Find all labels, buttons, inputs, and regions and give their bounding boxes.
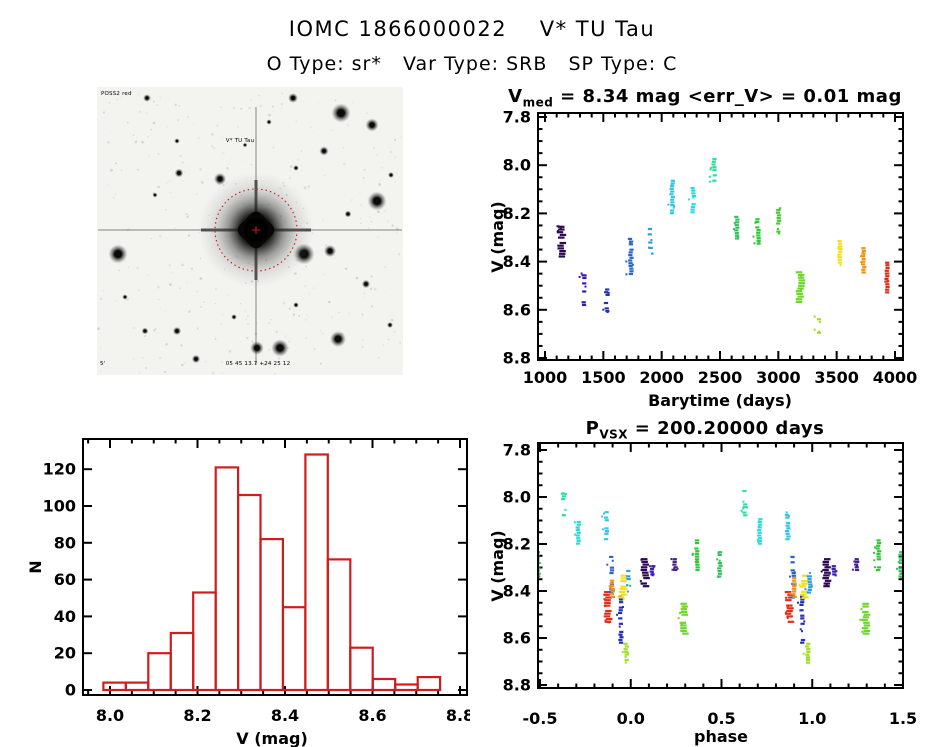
histogram-bar bbox=[394, 683, 419, 692]
histogram-bar bbox=[371, 677, 397, 692]
y-tick-label: 80 bbox=[54, 533, 76, 552]
y-tick-label: 8.8 bbox=[503, 349, 531, 368]
x-axis-label: phase bbox=[694, 727, 748, 746]
y-axis-label: N bbox=[26, 560, 45, 573]
y-tick-label: 8.2 bbox=[503, 204, 531, 223]
x-tick-label: 1500 bbox=[581, 368, 626, 387]
scale-label: 5' bbox=[100, 361, 105, 367]
y-tick-label: 120 bbox=[43, 460, 76, 479]
page-subtitle: O Type: sr* Var Type: SRB SP Type: C bbox=[266, 53, 678, 75]
histogram-bar bbox=[214, 466, 240, 692]
data-points bbox=[556, 158, 890, 334]
x-tick-label: 3000 bbox=[756, 368, 801, 387]
histogram-bar bbox=[147, 652, 172, 692]
title-rest: = 8.34 mag <err_V> = 0.01 mag bbox=[553, 86, 902, 107]
y-tick-label: 0 bbox=[65, 681, 76, 700]
x-tick-label: 8.4 bbox=[271, 706, 299, 725]
x-tick-label: 8.8 bbox=[446, 706, 470, 725]
axis-frame bbox=[537, 112, 904, 361]
title-rest: = 200.20000 days bbox=[628, 418, 825, 439]
title-subscript: med bbox=[522, 95, 554, 110]
x-tick-label: 2000 bbox=[639, 368, 684, 387]
phase-chart-title: PVSX = 200.20000 days bbox=[450, 418, 944, 442]
histogram-bar bbox=[192, 591, 217, 692]
y-tick-label: 8.6 bbox=[503, 629, 531, 648]
y-tick-label: 8.0 bbox=[503, 156, 531, 175]
title-subscript: VSX bbox=[599, 427, 629, 442]
image-credit-label: POSS2 red bbox=[101, 91, 132, 97]
page-title: IOMC 1866000022 V* TU Tau bbox=[288, 17, 656, 41]
x-tick-label: 1.0 bbox=[798, 709, 826, 728]
histogram-bar bbox=[259, 537, 284, 692]
y-tick-label: 8.4 bbox=[503, 252, 531, 271]
y-tick-label: 20 bbox=[54, 644, 76, 663]
y-tick-label: 8.6 bbox=[503, 300, 531, 319]
histogram-bar bbox=[102, 681, 127, 692]
axis-frame bbox=[82, 438, 468, 696]
y-tick-label: 7.8 bbox=[503, 108, 531, 127]
y-axis-label: V (mag) bbox=[488, 530, 507, 602]
x-tick-label: 0.5 bbox=[707, 709, 735, 728]
histogram-bar bbox=[124, 681, 150, 692]
histogram-bar bbox=[416, 675, 442, 692]
x-tick-label: 1.5 bbox=[889, 709, 917, 728]
histogram-bar bbox=[304, 453, 329, 692]
y-tick-label: 8.8 bbox=[503, 676, 531, 695]
x-tick-label: -0.5 bbox=[523, 709, 558, 728]
x-tick-label: 8.6 bbox=[358, 706, 386, 725]
x-tick-label: 4000 bbox=[873, 368, 918, 387]
x-tick-label: 0.0 bbox=[617, 709, 645, 728]
x-tick-label: 3500 bbox=[814, 368, 859, 387]
field-stars bbox=[108, 93, 394, 364]
y-tick-label: 8.0 bbox=[503, 488, 531, 507]
y-axis-label: V (mag) bbox=[488, 201, 507, 273]
axes: 8.0 8.2 8.4 8.6 8.8 0 20 40 60 80 100 120 bbox=[43, 438, 470, 725]
y-tick-label: 40 bbox=[54, 607, 76, 626]
barytime-chart: 1000 1500 2000 2500 3000 3500 4000 7.8 8.0 8.2 8.4… bbox=[488, 108, 918, 411]
target-name-label: V* TU Tau bbox=[226, 138, 255, 144]
coordinates-label: 05 45 13.7 +24 25 12 bbox=[226, 361, 291, 367]
histogram-bar bbox=[326, 558, 352, 692]
barytime-chart-title: Vmed = 8.34 mag <err_V> = 0.01 mag bbox=[450, 86, 944, 110]
x-tick-label: 8.0 bbox=[96, 706, 124, 725]
histogram-bar bbox=[169, 631, 195, 692]
y-tick-label: 7.8 bbox=[503, 441, 531, 460]
axes: -0.5 0.0 0.5 1.0 1.5 7.8 8.0 8.2 8.4 8.6 8.8 bbox=[503, 441, 918, 729]
y-tick-label: 8.2 bbox=[503, 535, 531, 554]
histogram-bar bbox=[349, 646, 374, 692]
phase-chart: -0.5 0.0 0.5 1.0 1.5 7.8 8.0 8.2 8.4 8.6 8.8 phase V… bbox=[488, 441, 918, 747]
histogram-bar bbox=[281, 606, 307, 692]
histogram-bars bbox=[102, 453, 442, 692]
title-base: V bbox=[508, 86, 523, 107]
y-tick-label: 60 bbox=[54, 570, 76, 589]
x-tick-label: 8.2 bbox=[183, 706, 211, 725]
y-tick-label: 100 bbox=[43, 497, 76, 516]
histogram-chart: 8.0 8.2 8.4 8.6 8.8 0 20 40 60 80 100 120 V (mag) N bbox=[26, 438, 470, 747]
y-tick-label: 8.4 bbox=[503, 582, 531, 601]
x-axis-label: Barytime (days) bbox=[648, 391, 792, 410]
title-base: P bbox=[585, 418, 600, 439]
aperture-circle bbox=[214, 188, 298, 272]
data-points bbox=[539, 489, 902, 664]
star-field-image: POSS2 red V* TU Tau 05 45 13.7 +24 25 12 5' bbox=[97, 87, 403, 375]
x-tick-label: 1000 bbox=[523, 368, 568, 387]
x-tick-label: 2500 bbox=[698, 368, 743, 387]
histogram-bar bbox=[237, 493, 262, 692]
axes: 1000 1500 2000 2500 3000 3500 4000 7.8 8.0 8.2 8.4… bbox=[503, 108, 918, 388]
x-axis-label: V (mag) bbox=[236, 729, 308, 747]
